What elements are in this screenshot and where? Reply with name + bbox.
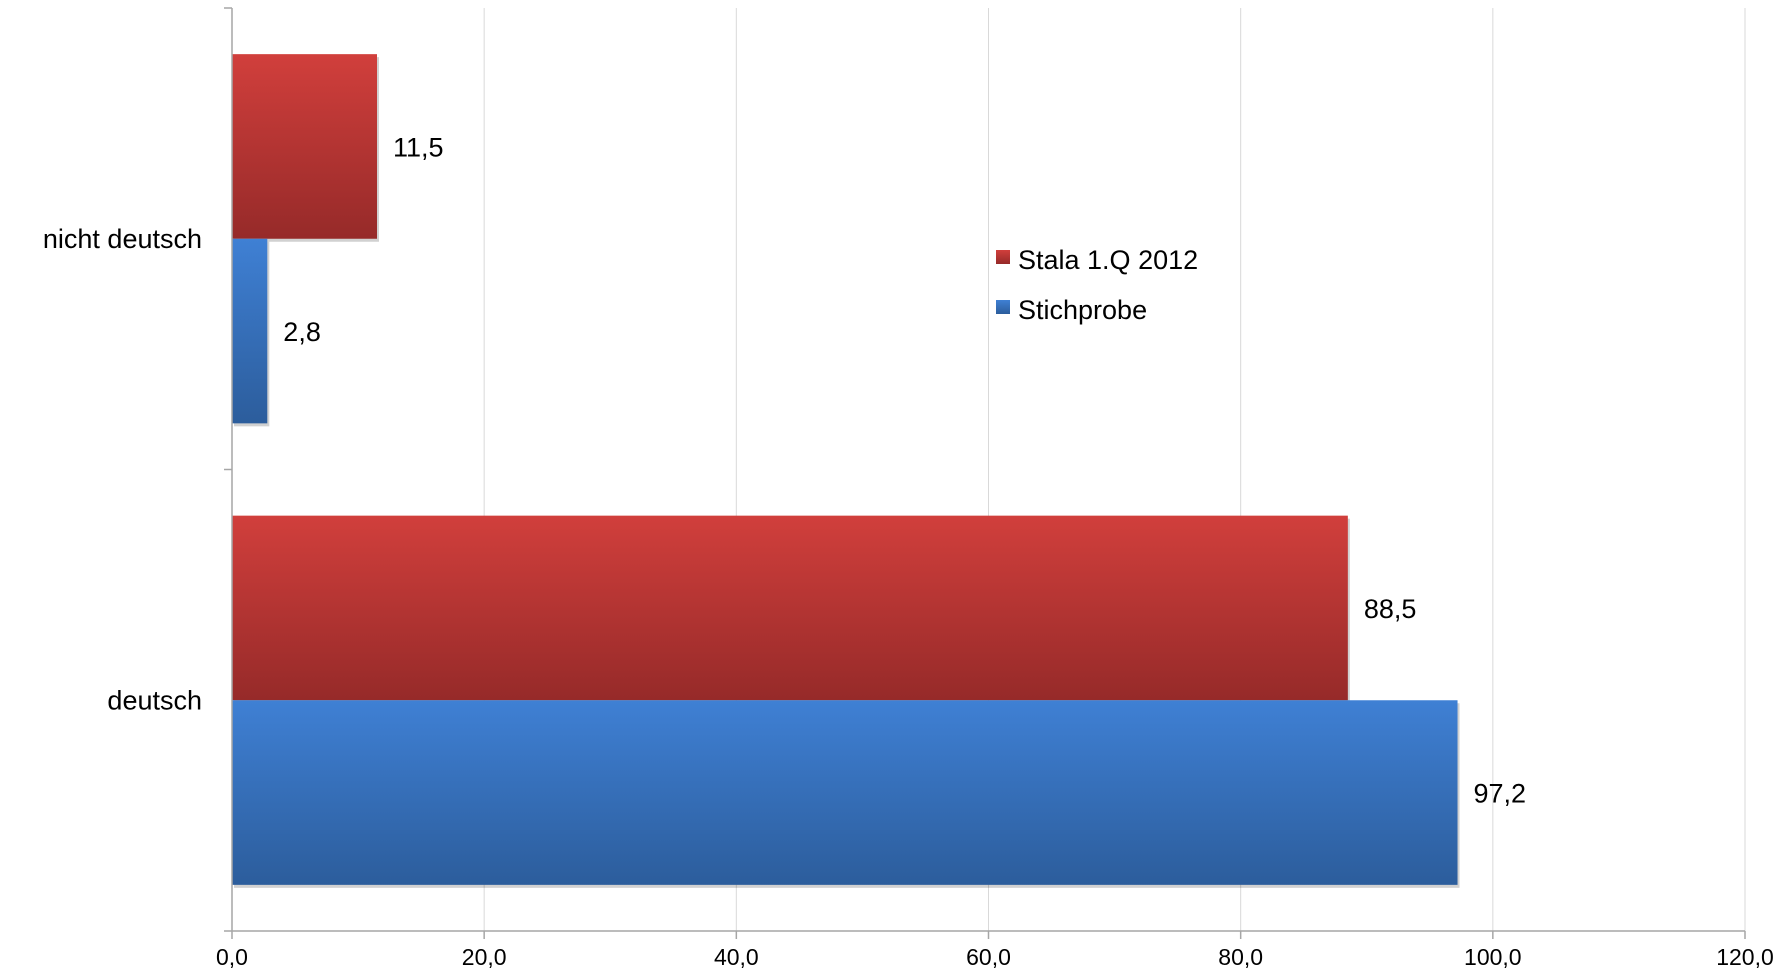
legend-swatch [996, 250, 1010, 264]
x-tick-label: 40,0 [714, 944, 759, 970]
axes: 0,0 20,0 40,0 60,0 80,0 100,0 120,0 [216, 7, 1774, 970]
x-tick-label: 0,0 [216, 944, 248, 970]
legend-swatch [996, 300, 1010, 314]
x-tick-label: 100,0 [1464, 944, 1522, 970]
data-label: 88,5 [1364, 594, 1417, 624]
data-label: 11,5 [393, 132, 444, 162]
x-tick-label: 60,0 [966, 944, 1011, 970]
labels: nicht deutsch 11,5 2,8 deutsch 88,5 97,2 [43, 132, 1526, 808]
bar-stichprobe [232, 238, 268, 424]
x-tick-label: 80,0 [1218, 944, 1263, 970]
legend-label: Stichprobe [1018, 295, 1147, 325]
bar-stala [232, 515, 1348, 701]
legend: Stala 1.Q 2012 Stichprobe [996, 245, 1198, 325]
bars [232, 54, 1460, 888]
legend-label: Stala 1.Q 2012 [1018, 245, 1198, 275]
category-label: nicht deutsch [43, 224, 202, 254]
x-tick-label: 120,0 [1716, 944, 1774, 970]
category-label: deutsch [107, 685, 202, 715]
bar-stala [232, 54, 377, 239]
bar-stichprobe [232, 700, 1458, 885]
data-label: 2,8 [283, 317, 321, 347]
data-label: 97,2 [1474, 779, 1527, 809]
x-tick-label: 20,0 [462, 944, 507, 970]
